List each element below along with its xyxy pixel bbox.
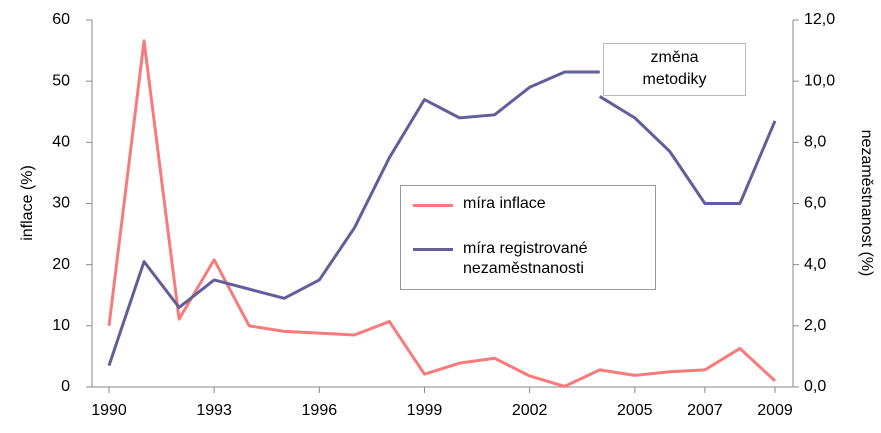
- x-tick-label: 2007: [687, 402, 723, 419]
- x-tick-label: 2005: [617, 402, 653, 419]
- y2-tick-label: 4,0: [804, 256, 826, 273]
- y2-tick-label: 8,0: [804, 134, 826, 151]
- x-tick-label: 1990: [91, 402, 127, 419]
- legend-label: míra registrované nezaměstnanosti: [463, 240, 588, 277]
- y-tick-label: 20: [52, 256, 70, 273]
- y-tick-label: 0: [61, 378, 70, 395]
- y2-tick-label: 6,0: [804, 195, 826, 212]
- series-line: [107, 70, 777, 367]
- annotation-text: změna metodiky: [642, 49, 707, 88]
- y-tick-label: 10: [52, 317, 70, 334]
- y2-tick-label: 0,0: [804, 378, 826, 395]
- y-tick-label: 50: [52, 72, 70, 89]
- y2-tick-label: 12,0: [804, 11, 835, 28]
- x-tick-label: 1999: [407, 402, 443, 419]
- legend-swatch: [413, 204, 453, 207]
- legend-swatch: [413, 248, 453, 251]
- x-tick-label: 2002: [512, 402, 548, 419]
- y-tick-label: 60: [52, 11, 70, 28]
- x-tick-label: 1993: [196, 402, 232, 419]
- y2-tick-label: 2,0: [804, 317, 826, 334]
- y-axis-label: inflace (%): [19, 165, 36, 241]
- x-tick-label: 2009: [757, 402, 793, 419]
- x-tick-label: 1996: [302, 402, 338, 419]
- legend-label: míra inflace: [463, 195, 546, 212]
- series-line: [107, 39, 777, 388]
- y-tick-label: 40: [52, 134, 70, 151]
- legend: míra inflace míra registrované nezaměstn…: [400, 185, 656, 290]
- y2-tick-label: 10,0: [804, 72, 835, 89]
- y2-axis-label: nezaměstnanost (%): [858, 130, 875, 277]
- y-tick-label: 30: [52, 195, 70, 212]
- annotation: změna metodiky: [603, 43, 746, 96]
